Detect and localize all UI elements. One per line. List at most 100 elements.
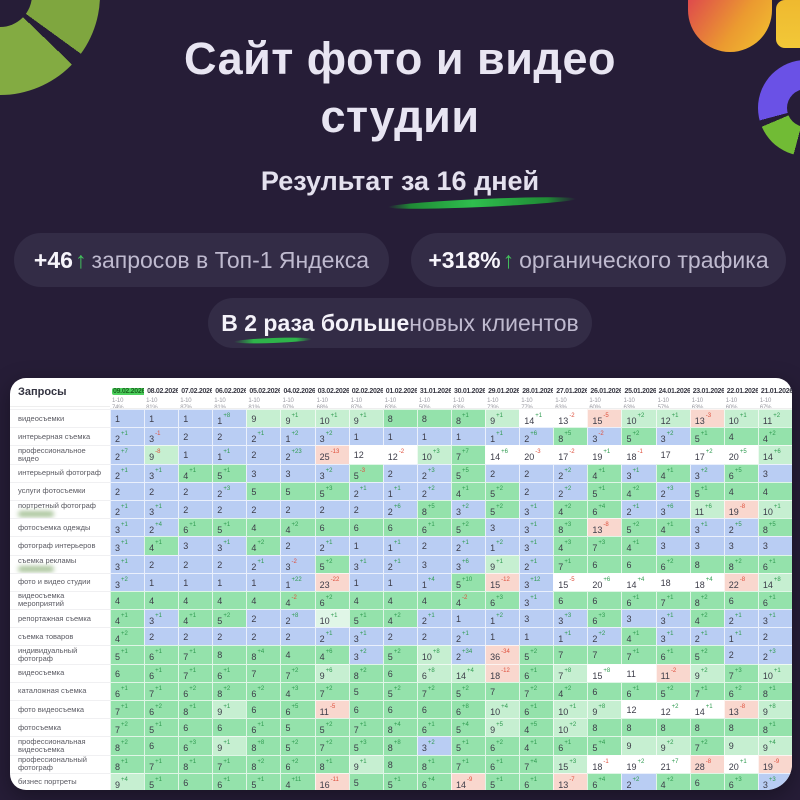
position-cell: 2+6 <box>519 427 554 446</box>
position-cell: 7+1 <box>178 645 213 664</box>
position-cell: 2+1 <box>314 627 349 646</box>
position-cell: 4+1 <box>519 736 554 755</box>
position-cell: 2 <box>212 627 247 646</box>
position-cell: 8+1 <box>757 718 792 737</box>
position-cell: 7+7 <box>450 445 486 464</box>
position-cell: 4+2 <box>757 427 792 446</box>
position-cell: 11-2 <box>655 663 690 682</box>
date-column-header: 06.02.2026 1-10 81% <box>212 378 247 409</box>
position-cell: 14+6 <box>757 445 792 464</box>
position-cell: 9 <box>621 736 656 755</box>
top10-share-label: 1-10 97% <box>282 398 294 409</box>
position-cell: 6+3 <box>485 590 520 610</box>
position-cell: 4+1 <box>110 609 145 628</box>
ranking-table-card: Запросы 09.02.2026 1-10 74% 08.02.2026 1-10 81… <box>10 378 792 790</box>
position-cell: 6 <box>587 681 622 700</box>
position-cell: 2 <box>723 645 758 664</box>
position-cell: 8+1 <box>416 754 451 773</box>
position-cell: 5+2 <box>450 518 486 537</box>
position-cell: 3 <box>416 554 451 573</box>
position-cell: 2+1 <box>450 627 486 646</box>
date-column-header: 05.02.2026 1-10 81% <box>246 378 281 409</box>
position-cell: 5 <box>348 681 383 700</box>
date-column-header: 27.01.2026 1-10 63% <box>553 378 588 409</box>
date-column-header: 21.01.2026 1-10 67% <box>757 378 792 409</box>
position-cell: 2 <box>212 427 247 446</box>
position-cell: 3 <box>246 463 281 482</box>
position-cell: 2 <box>246 499 281 519</box>
position-cell: 15-5 <box>553 572 588 591</box>
position-cell: 2+1 <box>382 554 417 573</box>
position-cell: 2+1 <box>621 499 656 519</box>
position-cell: 4+2 <box>280 518 315 537</box>
position-cell: 3+1 <box>655 627 690 646</box>
position-cell: 8+8 <box>382 736 417 755</box>
position-cell: 3-2 <box>587 427 622 446</box>
position-cell: 6 <box>144 736 179 755</box>
position-cell: 5+3 <box>348 736 383 755</box>
top10-share-label: 1-10 87% <box>350 398 363 409</box>
position-cell: 4 <box>246 590 281 610</box>
subtitle: Результат за 16 дней <box>260 166 540 196</box>
position-cell: 7+1 <box>144 681 179 700</box>
position-cell: 19+1 <box>587 445 622 464</box>
position-cell: 10+2 <box>621 409 656 428</box>
position-cell: 2 <box>280 536 315 555</box>
position-cell: 6+2 <box>178 681 213 700</box>
position-cell: 5+1 <box>382 772 417 790</box>
position-cell: 15+3 <box>553 754 588 773</box>
position-cell: 5+1 <box>689 427 724 446</box>
position-cell: 2 <box>757 627 792 646</box>
position-cell: 3 <box>485 518 520 537</box>
position-cell: 12+2 <box>655 700 690 719</box>
position-cell: 9+1 <box>348 754 383 773</box>
position-cell: 6+2 <box>144 700 179 719</box>
position-cell: 2 <box>212 499 247 519</box>
position-cell: 1 <box>212 572 247 591</box>
subtitle-underline-brush <box>387 194 577 212</box>
position-cell: 2+2 <box>553 481 588 500</box>
position-cell: 8+2 <box>246 754 281 773</box>
position-cell: 2 <box>348 499 383 519</box>
position-cell: 2 <box>382 627 417 646</box>
position-cell: 1+4 <box>416 572 451 591</box>
position-cell: 2+1 <box>110 499 145 519</box>
position-cell: 5+4 <box>450 718 486 737</box>
position-cell: 3+1 <box>144 609 179 628</box>
position-cell: 20+5 <box>723 445 758 464</box>
position-cell: 4 <box>382 590 417 610</box>
top10-share-label: 1-10 67% <box>759 398 772 409</box>
position-cell: 1+22 <box>280 572 315 591</box>
top10-share-label: 1-10 81% <box>248 398 260 409</box>
position-cell: 18+4 <box>689 572 724 591</box>
position-cell: 2 <box>280 627 315 646</box>
position-cell: 7+2 <box>519 681 554 700</box>
position-cell: 1 <box>178 445 213 464</box>
position-cell: 4+2 <box>110 627 145 646</box>
position-cell: 5 <box>246 481 281 500</box>
position-cell: 6+5 <box>723 463 758 482</box>
position-cell: 6+1 <box>757 554 792 573</box>
date-column-header: 28.01.2026 1-10 77% <box>519 378 554 409</box>
position-cell: 4+3 <box>280 681 315 700</box>
position-cell: 9+1 <box>485 554 520 573</box>
position-cell: 1 <box>450 427 486 446</box>
position-cell: 5 <box>280 481 315 500</box>
position-cell: 3+2 <box>450 499 486 519</box>
position-cell: 36-34 <box>485 645 520 664</box>
position-cell: 1 <box>110 409 145 428</box>
position-cell: 5+4 <box>587 736 622 755</box>
position-cell: 3+1 <box>110 518 145 537</box>
stat-pills-row: +46 ↑ запросов в Топ-1 Яндекса +318% ↑ орган… <box>14 233 786 287</box>
position-cell: 3+2 <box>314 427 349 446</box>
position-cell: 2 <box>416 536 451 555</box>
position-cell: 5+1 <box>212 518 247 537</box>
position-cell: 1+1 <box>382 536 417 555</box>
position-cell: 12 <box>621 700 656 719</box>
position-cell: 3 <box>689 536 724 555</box>
position-cell: 6 <box>178 772 213 790</box>
top10-share-label: 1-10 60% <box>725 398 738 409</box>
position-cell: 6 <box>723 590 758 610</box>
position-cell: 3+1 <box>348 627 383 646</box>
query-row-label: видеосъемка мероприятий <box>10 590 110 609</box>
